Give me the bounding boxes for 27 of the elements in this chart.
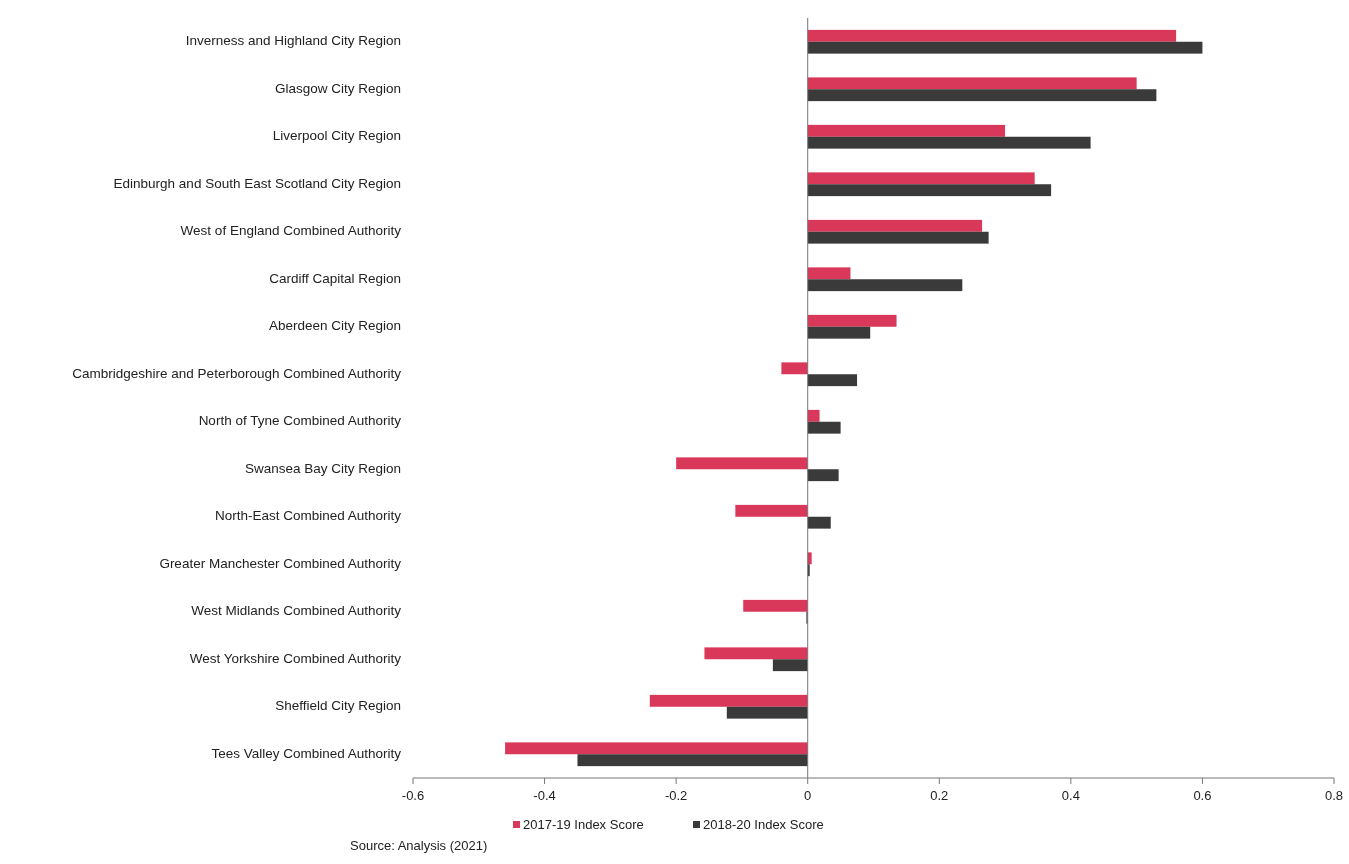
y-tick-label: North-East Combined Authority xyxy=(214,508,402,524)
legend-label: 2017-19 Index Score xyxy=(523,817,644,833)
x-tick-label: 0.4 xyxy=(1061,788,1080,803)
y-tick-label: Tees Valley Combined Authority xyxy=(211,745,402,761)
x-tick-label: -0.6 xyxy=(401,788,425,803)
y-tick-label: Cambridgeshire and Peterborough Combined Authority xyxy=(72,365,402,381)
y-tick-label: Cardiff Capital Region xyxy=(269,270,401,286)
source-note: Source: Analysis (2021) xyxy=(350,838,488,853)
y-tick-label: Liverpool City Region xyxy=(272,128,401,144)
x-tick-label: 0.2 xyxy=(930,788,949,803)
y-tick-label: Aberdeen City Region xyxy=(268,318,401,334)
y-tick-label: Swansea Bay City Region xyxy=(244,460,401,476)
y-tick-label: North of Tyne Combined Authority xyxy=(198,413,402,429)
x-tick-label: 0.8 xyxy=(1324,788,1344,803)
y-tick-label: Edinburgh and South East Scotland City Region xyxy=(113,175,401,191)
y-tick-label: Glasgow City Region xyxy=(274,80,401,96)
y-tick-label: Inverness and Highland City Region xyxy=(185,33,401,49)
y-tick-label: West Yorkshire Combined Authority xyxy=(189,650,402,666)
legend-label: 2018-20 Index Score xyxy=(703,817,824,833)
x-tick-label: 0.6 xyxy=(1193,788,1212,803)
y-tick-label: Sheffield City Region xyxy=(275,698,401,714)
y-tick-label: Greater Manchester Combined Authority xyxy=(159,555,402,571)
x-tick-label: 0 xyxy=(804,788,812,803)
x-tick-label: -0.2 xyxy=(664,788,688,803)
y-tick-label: West Midlands Combined Authority xyxy=(191,603,402,619)
x-tick-label: -0.4 xyxy=(533,788,556,803)
y-tick-label: West of England Combined Authority xyxy=(180,223,402,239)
